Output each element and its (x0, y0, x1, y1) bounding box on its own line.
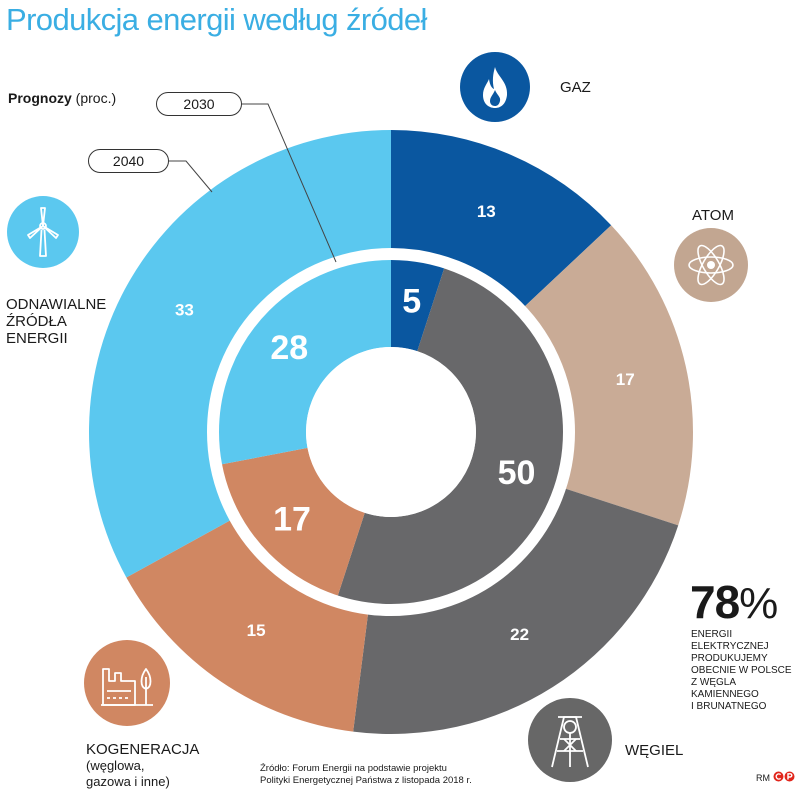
value-label-2040-kogeneracja: 15 (247, 621, 266, 640)
value-label-2030-gaz: 5 (402, 283, 421, 321)
atom-icon (688, 244, 734, 286)
value-label-2040-gaz: 13 (477, 202, 496, 221)
renewables-label-line1: ODNAWIALNE (6, 296, 107, 313)
value-label-2030-kogeneracja: 17 (273, 500, 311, 538)
inner-ring-2030 (212, 254, 569, 610)
credit-initials: RM (756, 773, 770, 783)
stat-desc-line: ELEKTRYCZNEJ (691, 641, 769, 652)
source-note: Źródło: Forum Energii na podstawie proje… (260, 763, 472, 787)
coal-share-percent: % (739, 579, 778, 628)
slice-2040-wegiel (353, 487, 679, 734)
stat-desc-line: I BRUNATNEGO (691, 701, 767, 712)
slice-2030-oze (212, 254, 391, 466)
coal-share-value: 78 (690, 576, 740, 628)
subtitle-unit: (proc.) (75, 90, 117, 106)
ring-label-2030: 2030 (156, 92, 242, 116)
value-labels: 13 17 22 15 33 5 50 17 28 (175, 202, 635, 644)
stat-desc-line: OBECNIE W POLSCE (691, 665, 792, 676)
cogeneration-label-sub2: gazowa i inne) (86, 774, 170, 789)
outer-ring-2040 (89, 130, 693, 734)
author-credit: RM (756, 771, 795, 783)
source-line: Polityki Energetycznej Państwa z listopa… (260, 775, 472, 786)
coal-share-description: ENERGII ELEKTRYCZNEJ PRODUKUJEMY OBECNIE… (691, 629, 801, 713)
nuclear-label: ATOM (692, 207, 734, 224)
slice-2040-atom (520, 225, 693, 526)
coal-share-stat: 78% (690, 575, 778, 629)
chart-subtitle: Prognozy (proc.) (8, 90, 116, 106)
stat-desc-line: Z WĘGLA (691, 677, 737, 688)
slice-2040-oze (89, 130, 392, 578)
cogeneration-category-badge (84, 640, 170, 726)
gas-label: GAZ (560, 79, 591, 96)
ring-gap (207, 248, 575, 616)
value-label-2040-atom: 17 (616, 370, 635, 389)
flame-icon (483, 67, 508, 108)
chart-title: Produkcja energii według źródeł (6, 2, 427, 37)
coal-category-badge (528, 698, 612, 782)
slice-2040-kogeneracja (126, 517, 369, 732)
nuclear-category-badge (674, 228, 748, 302)
source-line: Źródło: Forum Energii na podstawie proje… (260, 763, 447, 774)
wind-turbine-icon (27, 207, 59, 257)
value-label-2040-wegiel: 22 (510, 625, 529, 644)
renewables-label-line2: ŹRÓDŁA (6, 313, 67, 330)
factory-leaf-icon (101, 668, 153, 706)
donut-hole (306, 347, 476, 517)
coal-label: WĘGIEL (625, 742, 684, 759)
slice-2030-kogeneracja (216, 447, 365, 602)
stat-desc-line: KAMIENNEGO (691, 689, 759, 700)
renewables-label-line3: ENERGII (6, 330, 68, 347)
value-label-2030-oze: 28 (270, 329, 308, 367)
slice-2040-gaz (391, 130, 612, 311)
cogeneration-label: KOGENERACJA (węglowa, gazowa i inne) (86, 741, 199, 790)
stat-desc-line: ENERGII (691, 629, 733, 640)
value-label-2030-wegiel: 50 (498, 454, 536, 492)
ring-label-2040: 2040 (88, 149, 169, 173)
slice-2030-wegiel (335, 262, 569, 610)
publisher-logo-icon (773, 771, 795, 782)
leader-line-2030 (242, 103, 337, 263)
leader-line-2040 (169, 160, 213, 193)
value-label-2040-oze: 33 (175, 300, 194, 319)
slice-2030-gaz (391, 254, 447, 352)
subtitle-bold: Prognozy (8, 90, 72, 106)
mine-shaft-icon (551, 716, 589, 768)
cogeneration-label-title: KOGENERACJA (86, 741, 200, 758)
stat-desc-line: PRODUKUJEMY (691, 653, 768, 664)
gas-category-badge (460, 52, 530, 122)
renewables-category-badge (7, 196, 79, 268)
cogeneration-label-sub1: (węglowa, (86, 758, 145, 773)
renewables-label: ODNAWIALNE ŹRÓDŁA ENERGII (6, 296, 106, 347)
